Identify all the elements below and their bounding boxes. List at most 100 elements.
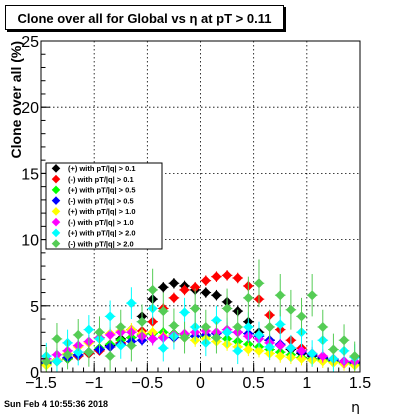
data-point: [190, 303, 201, 314]
data-point: [285, 343, 296, 354]
data-point: [179, 284, 190, 295]
data-point: [62, 349, 73, 360]
data-point: [232, 345, 243, 356]
data-point: [222, 270, 233, 281]
data-point: [222, 303, 233, 314]
data-point: [73, 347, 84, 358]
legend-marker: [51, 196, 61, 205]
data-point: [296, 311, 307, 322]
data-point: [200, 275, 211, 286]
legend: (+) with pT/|q| > 0.1 (-) with pT/|q| > 0…: [45, 162, 163, 250]
data-point: [232, 321, 243, 332]
legend-marker: [51, 185, 61, 195]
x-tick-label: 1.5: [349, 375, 371, 392]
data-point: [147, 284, 158, 295]
data-point: [115, 321, 126, 332]
data-point: [190, 282, 201, 293]
data-point: [211, 332, 222, 343]
data-point: [243, 292, 254, 303]
data-point: [147, 333, 158, 344]
data-point: [158, 282, 169, 293]
data-point: [211, 271, 222, 282]
legend-marker: [51, 174, 61, 184]
y-tick-label: 5: [30, 299, 39, 316]
legend-label: (+) with pT/|q| > 0.1: [68, 164, 136, 173]
data-point: [264, 321, 275, 332]
legend-box: [45, 162, 163, 250]
data-point: [285, 304, 296, 315]
data-point: [296, 353, 307, 364]
data-point: [232, 272, 243, 283]
legend-label: (-) with pT/|q| > 2.0: [68, 239, 134, 248]
x-axis-label: η: [351, 400, 360, 414]
data-point: [307, 348, 318, 359]
data-point: [83, 347, 94, 358]
data-point: [168, 278, 179, 289]
data-point: [105, 351, 116, 362]
legend-marker: [51, 239, 61, 248]
y-tick-label: 0: [30, 365, 39, 382]
x-tick-label: −1.5: [25, 375, 57, 392]
timestamp-label: Sun Feb 4 10:55:36 2018: [4, 399, 109, 409]
data-point: [73, 329, 84, 340]
x-tick-label: 0.5: [243, 375, 265, 392]
data-point: [243, 344, 254, 355]
legend-marker: [51, 228, 61, 238]
data-point: [264, 341, 275, 352]
data-point: [307, 290, 318, 301]
legend-marker: [51, 207, 61, 216]
data-point: [296, 345, 307, 356]
y-axis-label: Clone over all (%): [8, 41, 24, 158]
data-point: [200, 287, 211, 298]
legend-marker: [51, 217, 61, 227]
data-point: [317, 321, 328, 332]
data-point: [211, 290, 222, 301]
y-tick-label: 20: [21, 100, 39, 117]
y-tick-label: 10: [21, 233, 39, 250]
legend-label: (-) with pT/|q| > 0.1: [68, 175, 134, 184]
data-point: [200, 321, 211, 332]
data-point: [275, 319, 286, 330]
legend-label: (-) with pT/|q| > 1.0: [68, 218, 134, 227]
legend-label: (+) with pT/|q| > 1.0: [68, 207, 136, 216]
data-point: [168, 320, 179, 331]
y-tick-label: 15: [21, 166, 39, 183]
legend-label: (+) with pT/|q| > 2.0: [68, 229, 136, 238]
data-point: [105, 329, 116, 340]
data-point: [105, 311, 116, 322]
data-point: [51, 333, 62, 344]
data-point: [126, 298, 137, 309]
data-point: [328, 344, 339, 355]
data-point: [83, 324, 94, 335]
data-point: [253, 278, 264, 289]
data-layer: [41, 259, 360, 372]
series-7: [41, 259, 360, 372]
data-point: [179, 332, 190, 343]
x-tick-label: −0.5: [132, 375, 164, 392]
data-point: [158, 343, 169, 354]
data-point: [179, 307, 190, 318]
data-point: [243, 321, 254, 332]
data-point: [253, 345, 264, 356]
data-point: [275, 340, 286, 351]
data-point: [339, 335, 350, 346]
x-tick-label: 0: [196, 375, 205, 392]
data-point: [211, 315, 222, 326]
legend-label: (-) with pT/|q| > 0.5: [68, 196, 134, 205]
data-point: [94, 327, 105, 338]
data-point: [253, 329, 264, 340]
data-point: [349, 351, 360, 362]
data-point: [317, 351, 328, 362]
data-point: [51, 356, 62, 367]
chart-title: Clone over all for Global vs η at pT > 0…: [5, 5, 284, 30]
axes: −1.5 −1 −0.5 0 0.5 1 1.5 0 5 10 15 20 25: [21, 34, 371, 392]
data-point: [126, 340, 137, 351]
data-point: [115, 340, 126, 351]
x-tick-label: −1: [85, 375, 103, 392]
data-point: [168, 292, 179, 303]
legend-marker: [51, 164, 61, 173]
x-tick-label: 1: [302, 375, 311, 392]
legend-label: (+) with pT/|q| > 0.5: [68, 186, 136, 195]
data-point: [275, 290, 286, 301]
